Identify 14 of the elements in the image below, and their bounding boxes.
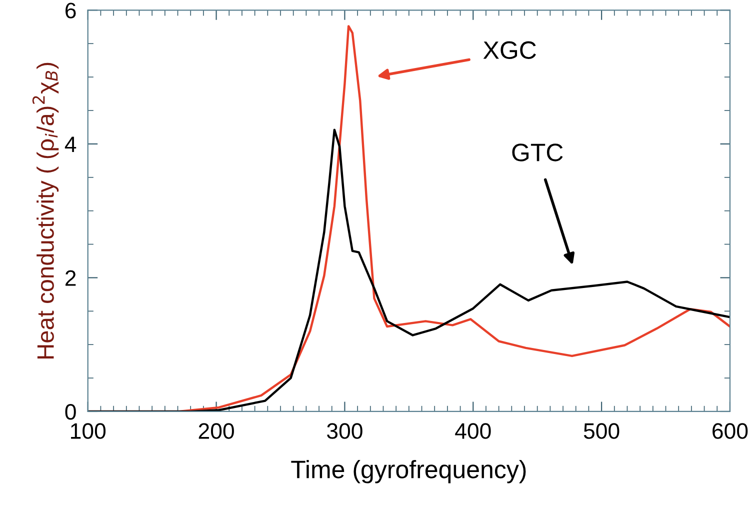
x-tick-label: 200: [198, 423, 234, 439]
annotation: GTC: [512, 144, 563, 162]
x-axis-title: Time (gyrofrequency): [291, 460, 526, 484]
x-tick-label: 600: [712, 423, 748, 439]
x-tick-label: 300: [327, 423, 362, 439]
x-tick-label: 500: [584, 423, 620, 439]
x-tick-label: 400: [455, 423, 491, 439]
y-axis-title: Heat conductivity ( (ρ$_{i}$/a)$^{2}$χ$_{B}$): [32, 62, 59, 358]
x-tick-label: 100: [71, 423, 106, 439]
y-tick-label: 6: [66, 2, 76, 18]
y-tick-label: 2: [66, 270, 76, 286]
y-tick-label: 4: [64, 136, 76, 152]
annotation: XGC: [483, 41, 536, 60]
y-tick-label: 0: [65, 404, 76, 420]
